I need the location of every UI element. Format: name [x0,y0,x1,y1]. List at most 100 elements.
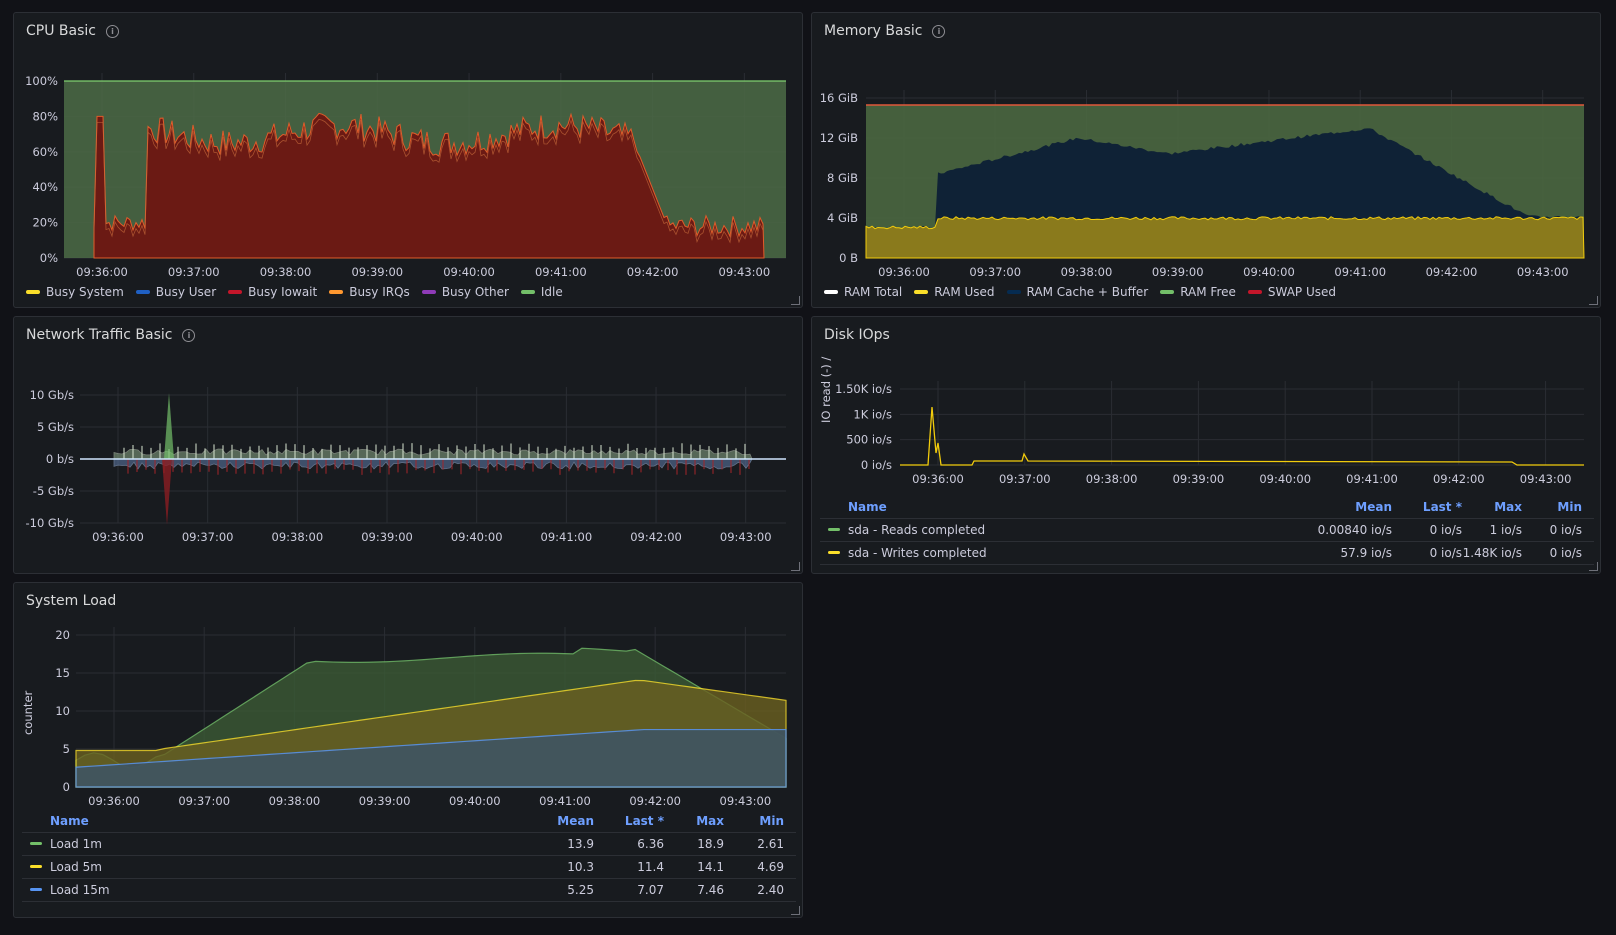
y-tick-label: 100% [25,74,58,88]
column-header-min[interactable]: Min [759,814,784,828]
table-row[interactable]: sda - Writes completed 57.9 io/s 0 io/s 1.4… [820,541,1594,565]
legend-label: RAM Total [844,285,903,299]
series-color-swatch [828,528,840,531]
series-name: Load 1m [50,837,102,851]
series-color-swatch [30,865,42,868]
y-tick-label: 0% [40,251,58,265]
x-tick-label: 09:37:00 [999,472,1051,486]
info-icon[interactable]: i [182,328,196,342]
y-tick-label: 10 [55,704,70,718]
panel-header[interactable]: System Load [26,593,116,609]
x-tick-label: 09:42:00 [629,794,681,808]
disk-chart[interactable]: IO read (-) / write (+) 1.50K io/s 1K io/… [812,353,1602,513]
table-header: Name Mean Last * Max Min [820,495,1594,519]
resize-handle[interactable] [1589,562,1598,571]
x-tick-label: 09:42:00 [1433,472,1485,486]
cell-last: 0 io/s [1429,523,1462,537]
cell-max: 1.48K io/s [1462,546,1522,560]
legend-table: Name Mean Last * Max Min Load 1m 13.9 6.36 18.9 2… [22,809,796,909]
legend-item[interactable]: RAM Used [914,285,995,299]
y-tick-label: 0 B [839,251,858,265]
cell-max: 18.9 [697,837,724,851]
x-tick-label: 09:40:00 [1243,265,1295,279]
table-row[interactable]: Load 15m 5.25 7.07 7.46 2.40 [22,878,796,902]
series-color-swatch [30,888,42,891]
network-traffic-panel: Network Traffic Basic i 10 Gb/s 5 Gb/s 0 b… [13,316,803,574]
x-tick-label: 09:40:00 [451,530,503,544]
x-tick-label: 09:38:00 [1086,472,1138,486]
x-tick-label: 09:36:00 [92,530,144,544]
resize-handle[interactable] [1589,296,1598,305]
x-tick-label: 09:37:00 [178,794,230,808]
x-tick-label: 09:38:00 [1061,265,1113,279]
table-header: Name Mean Last * Max Min [22,809,796,833]
cell-mean: 57.9 io/s [1340,546,1392,560]
cell-last: 0 io/s [1429,546,1462,560]
network-chart[interactable]: 10 Gb/s 5 Gb/s 0 b/s -5 Gb/s -10 Gb/s 09:36:0… [14,353,804,573]
panel-header[interactable]: CPU Basic i [26,23,119,39]
legend-item[interactable]: Busy System [26,285,124,299]
x-tick-label: 09:37:00 [969,265,1021,279]
column-header-mean[interactable]: Mean [557,814,594,828]
cell-mean: 5.25 [567,883,594,897]
load-chart[interactable]: counter 20 15 10 5 0 09:36:00 09:37:00 09:38:00… [14,615,804,835]
series-name: sda - Writes completed [848,546,987,560]
resize-handle[interactable] [791,562,800,571]
legend-item[interactable]: Busy Iowait [228,285,317,299]
legend-label: Busy User [155,285,217,299]
legend-label: RAM Used [934,285,995,299]
table-row[interactable]: sda - Reads completed 0.00840 io/s 0 io/s 1… [820,518,1594,542]
legend-item[interactable]: RAM Free [1160,285,1236,299]
x-tick-label: 09:43:00 [720,530,772,544]
y-tick-label: 10 Gb/s [30,388,74,402]
y-tick-label: 0 b/s [46,452,74,466]
cell-last: 6.36 [637,837,664,851]
y-tick-label: 5 Gb/s [37,420,74,434]
legend-item[interactable]: SWAP Used [1247,285,1336,299]
cpu-chart[interactable]: 100% 80% 60% 40% 20% 0% 09:36:00 09:37:00 09:38:… [14,53,804,298]
column-header-max[interactable]: Max [696,814,724,828]
x-tick-label: 09:39:00 [361,530,413,544]
x-tick-label: 09:36:00 [912,472,964,486]
legend-label: RAM Cache + Buffer [1026,285,1149,299]
x-tick-label: 09:37:00 [168,265,220,279]
legend-item[interactable]: RAM Cache + Buffer [1006,285,1149,299]
x-tick-label: 09:40:00 [449,794,501,808]
resize-handle[interactable] [791,296,800,305]
info-icon[interactable]: i [105,24,119,38]
memory-basic-panel: Memory Basic i 16 GiB 12 GiB 8 GiB 4 GiB 0 B… [811,12,1601,308]
table-row[interactable]: Load 5m 10.3 11.4 14.1 4.69 [22,855,796,879]
cell-mean: 13.9 [567,837,594,851]
column-header-last[interactable]: Last * [1422,500,1462,514]
column-header-min[interactable]: Min [1557,500,1582,514]
disk-iops-panel: Disk IOps IO read (-) / write (+) 1.50K … [811,316,1601,574]
table-row[interactable]: Load 1m 13.9 6.36 18.9 2.61 [22,832,796,856]
memory-chart[interactable]: 16 GiB 12 GiB 8 GiB 4 GiB 0 B 09:36:00 09:37:0… [812,53,1602,298]
legend-item[interactable]: Busy IRQs [329,285,410,299]
column-header-max[interactable]: Max [1494,500,1522,514]
legend-item[interactable]: Busy Other [421,285,509,299]
info-icon[interactable]: i [932,24,946,38]
x-tick-label: 09:40:00 [443,265,495,279]
panel-header[interactable]: Memory Basic i [824,23,946,39]
legend-color-swatch [228,290,243,294]
panel-header[interactable]: Disk IOps [824,327,890,343]
panel-header[interactable]: Network Traffic Basic i [26,327,196,343]
legend-label: Idle [540,285,563,299]
column-header-name[interactable]: Name [50,814,89,828]
cell-min: 4.69 [757,860,784,874]
column-header-last[interactable]: Last * [624,814,664,828]
y-tick-label: 0 io/s [861,458,892,472]
series-color-swatch [828,551,840,554]
y-tick-label: -5 Gb/s [33,484,74,498]
legend-item[interactable]: Idle [520,285,563,299]
x-tick-label: 09:42:00 [630,530,682,544]
legend-item[interactable]: Busy User [135,285,217,299]
legend-item[interactable]: RAM Total [824,285,902,299]
column-header-mean[interactable]: Mean [1355,500,1392,514]
panel-title: Memory Basic [824,23,923,39]
cpu-basic-panel: CPU Basic i 100% 80% 60% 40% 20% 0% 09:36:00 09… [13,12,803,308]
x-tick-label: 09:42:00 [1426,265,1478,279]
column-header-name[interactable]: Name [848,500,887,514]
resize-handle[interactable] [791,906,800,915]
